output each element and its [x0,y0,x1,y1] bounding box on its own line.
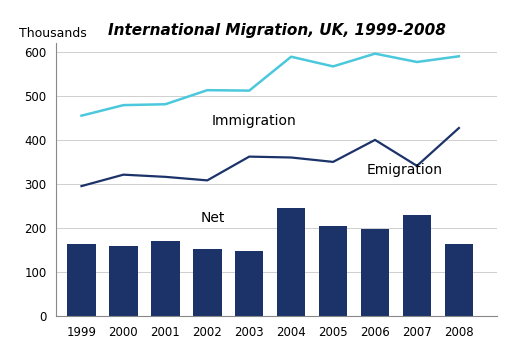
Bar [319,226,347,316]
Bar [361,229,389,316]
Bar [403,215,431,316]
Bar [277,208,306,316]
Bar [151,241,180,316]
Text: Emigration: Emigration [367,163,443,177]
Title: International Migration, UK, 1999-2008: International Migration, UK, 1999-2008 [108,23,445,38]
Bar [109,246,138,316]
Bar [67,244,96,316]
Text: Immigration: Immigration [211,115,296,129]
Text: Thousands: Thousands [19,27,87,40]
Bar [444,244,473,316]
Bar [193,248,222,316]
Bar [235,251,264,316]
Text: Net: Net [201,211,225,225]
